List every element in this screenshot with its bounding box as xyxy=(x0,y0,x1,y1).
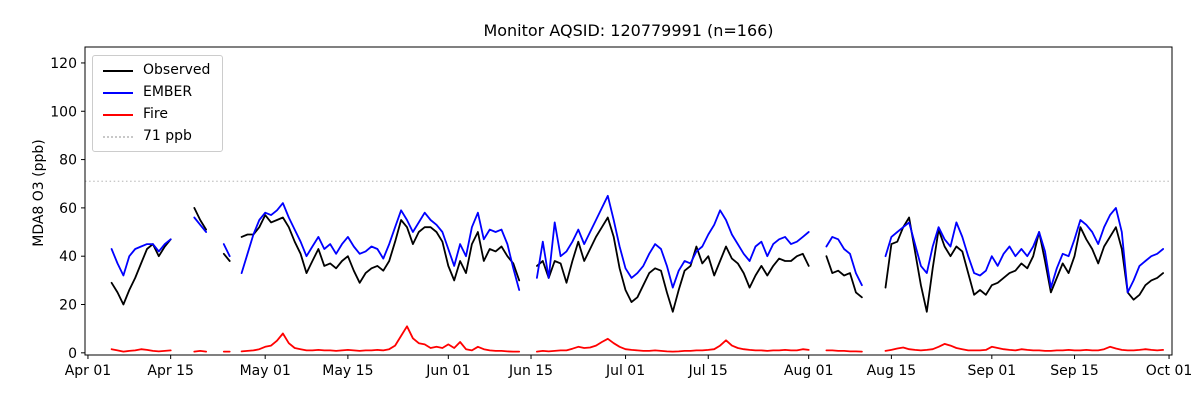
observed-line xyxy=(110,207,1164,313)
ember-line xyxy=(110,194,1164,294)
x-tick-label: Oct 01 xyxy=(1146,363,1192,379)
observed-line-swatch xyxy=(103,69,133,72)
x-tick-label: Sep 15 xyxy=(1050,363,1099,379)
x-tick-label: Apr 15 xyxy=(147,363,193,379)
legend-item-fire: Fire xyxy=(103,107,210,122)
x-tick-label: Apr 01 xyxy=(65,363,111,379)
x-tick-label: Jul 15 xyxy=(688,363,728,379)
legend: Observed EMBER Fire 71 ppb xyxy=(92,55,224,152)
x-tick-label: Aug 15 xyxy=(867,363,917,379)
legend-label-ember: EMBER xyxy=(143,84,193,100)
x-tick-label: Aug 01 xyxy=(784,363,834,379)
y-tick-label: 40 xyxy=(59,249,77,265)
y-tick-label: 60 xyxy=(59,201,77,217)
x-tick-label: May 15 xyxy=(322,363,373,379)
axes-spines xyxy=(84,46,1173,356)
ember-line-swatch xyxy=(103,91,133,94)
legend-label-observed: Observed xyxy=(143,62,211,78)
legend-label-fire: Fire xyxy=(143,106,168,122)
legend-item-observed: Observed xyxy=(103,63,210,78)
legend-item-ember: EMBER xyxy=(103,85,210,100)
y-tick-label: 80 xyxy=(59,153,77,169)
x-axis: Apr 01 Apr 15 May 01 May 15 Jun 01 Jun 15 Jul … xyxy=(65,355,1192,379)
legend-label-threshold: 71 ppb xyxy=(143,128,192,144)
threshold-line-swatch xyxy=(103,135,133,138)
chart-title: Monitor AQSID: 120779991 (n=166) xyxy=(483,21,774,40)
y-tick-label: 120 xyxy=(50,56,77,72)
y-axis: 0 20 40 60 80 100 120 xyxy=(50,56,85,362)
y-axis-label: MDA8 O3 (ppb) xyxy=(31,139,47,247)
x-tick-label: Jul 01 xyxy=(605,363,645,379)
x-tick-label: Jun 01 xyxy=(425,363,470,379)
x-tick-label: Jun 15 xyxy=(508,363,553,379)
x-tick-label: May 01 xyxy=(240,363,291,379)
fire-line-swatch xyxy=(103,113,133,116)
y-tick-label: 0 xyxy=(68,346,77,362)
legend-item-threshold: 71 ppb xyxy=(103,129,210,144)
y-tick-label: 100 xyxy=(50,104,77,120)
y-tick-label: 20 xyxy=(59,298,77,314)
x-tick-label: Sep 01 xyxy=(967,363,1016,379)
fire-line xyxy=(110,325,1164,353)
